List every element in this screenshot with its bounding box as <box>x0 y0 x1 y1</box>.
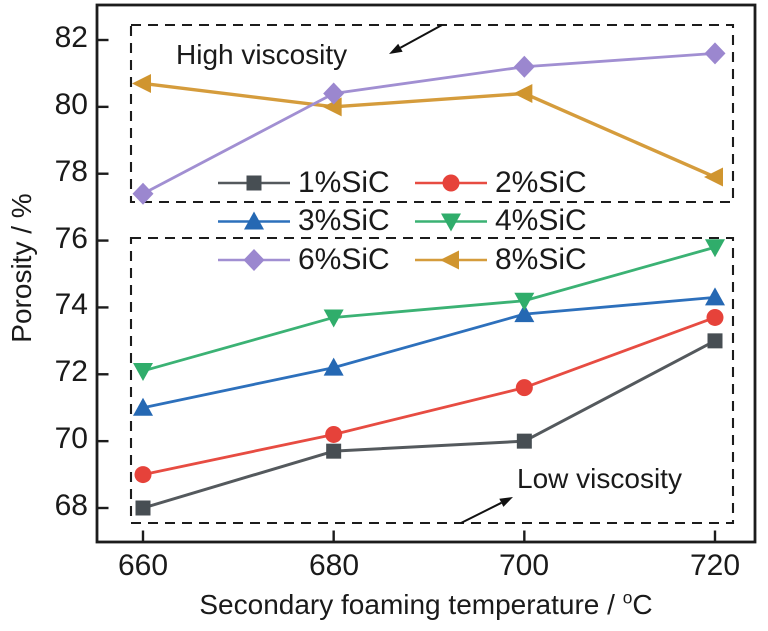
legend-label-3pct-sic: 3%SiC <box>298 204 390 237</box>
y-tick-label: 80 <box>54 88 88 121</box>
legend-key-8%SiC <box>415 250 487 270</box>
x-tick-label: 680 <box>308 549 360 582</box>
y-tick-label: 68 <box>54 489 88 522</box>
series-4%SiC <box>133 239 725 381</box>
y-tick-label: 74 <box>54 288 88 321</box>
y-tick-label: 72 <box>54 355 88 388</box>
legend-label-1pct-sic: 1%SiC <box>298 166 390 199</box>
x-axis-label: Secondary foaming temperature / oC <box>97 587 755 620</box>
legend-label-4pct-sic: 4%SiC <box>495 204 587 237</box>
high-viscosity-arrow-icon <box>389 24 443 54</box>
legend-key-2%SiC <box>415 174 487 192</box>
x-tick-label: 700 <box>498 549 550 582</box>
y-tick-label: 78 <box>54 155 88 188</box>
legend-key-1%SiC <box>218 175 290 191</box>
series-6%SiC <box>132 42 726 205</box>
legend-key-4%SiC <box>415 213 487 232</box>
series-1%SiC <box>135 333 723 516</box>
legend-label-6pct-sic: 6%SiC <box>298 243 390 276</box>
x-tick-label: 660 <box>117 549 169 582</box>
degree-superscript: o <box>622 587 633 608</box>
series-3%SiC <box>133 287 725 416</box>
low-viscosity-annotation: Low viscosity <box>517 463 682 494</box>
legend-label-8pct-sic: 8%SiC <box>495 243 587 276</box>
high-viscosity-annotation: High viscosity <box>176 39 348 70</box>
y-axis-label: Porosity / % <box>6 193 37 343</box>
y-tick-label: 76 <box>54 222 88 255</box>
series-2%SiC <box>134 308 724 484</box>
y-tick-label: 70 <box>54 422 88 455</box>
legend-key-6%SiC <box>218 249 290 271</box>
x-tick-label: 720 <box>689 549 741 582</box>
high-viscosity-box <box>129 23 735 204</box>
legend-key-3%SiC <box>218 211 290 230</box>
x-axis-label-text: Secondary foaming temperature / <box>199 589 623 620</box>
x-axis-unit: C <box>632 589 653 620</box>
series-8%SiC <box>132 73 723 187</box>
legend-label-2pct-sic: 2%SiC <box>495 166 587 199</box>
plot-frame <box>95 3 757 544</box>
y-tick-label: 82 <box>54 21 88 54</box>
low-viscosity-arrow-icon <box>460 497 513 524</box>
